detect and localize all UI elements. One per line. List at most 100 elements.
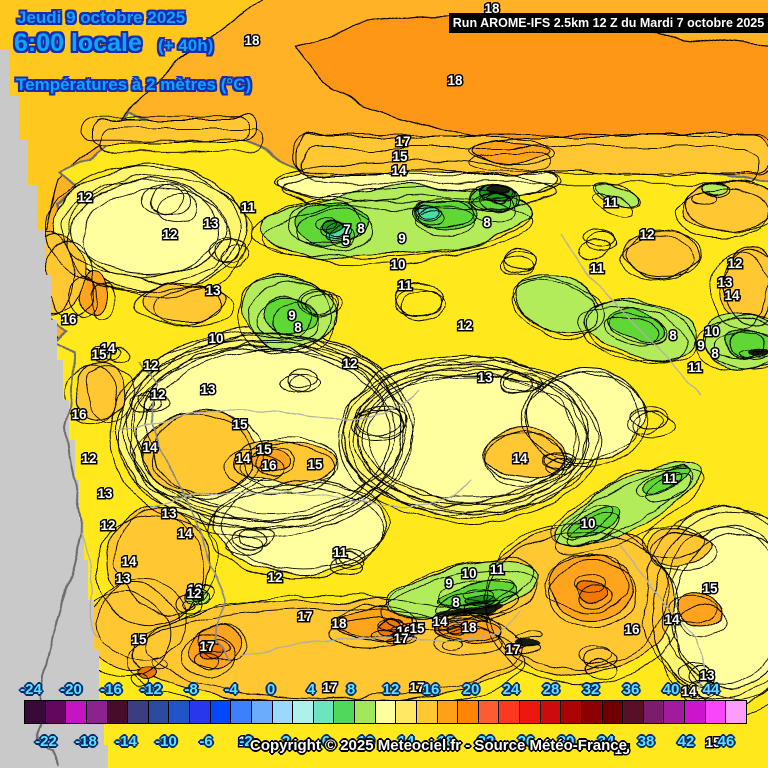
contour-label: 15 (409, 621, 425, 636)
scale-label: -22 (35, 733, 57, 750)
contour-label: 18 (244, 33, 260, 48)
contour-label: 12 (457, 318, 472, 333)
contour-label: 16 (71, 407, 87, 422)
temperature-patches (31, 117, 768, 706)
contour-label: 14 (177, 526, 193, 541)
scale-swatch (312, 700, 335, 724)
contour-label: 14 (100, 341, 116, 356)
contour-label: 14 (235, 451, 251, 466)
contour-label: 8 (711, 346, 719, 361)
scale-swatch (65, 700, 87, 724)
scale-label: 10 (357, 733, 375, 750)
contour-label: 14 (512, 451, 528, 466)
scale-label: 24 (502, 681, 520, 698)
contour-label: 8 (483, 215, 491, 230)
contour-label: 8 (357, 221, 365, 236)
variable-label: Températures à 2 mètres (°C) (16, 75, 252, 94)
contour-label: 16 (261, 458, 277, 473)
forecast-offset-label: (+ 40h) (158, 36, 214, 55)
contour-label: 15 (392, 149, 408, 164)
scale-swatch (147, 700, 170, 724)
contour-label: 8 (452, 595, 460, 610)
contour-label: 14 (142, 440, 158, 455)
contour-label: 12 (727, 256, 742, 271)
contour-label: 13 (477, 370, 493, 385)
scale-swatch (560, 700, 582, 724)
scale-swatch (642, 700, 665, 724)
contour-label: 16 (238, 734, 254, 749)
contour-label: 15 (256, 442, 272, 457)
scale-swatch (106, 700, 129, 724)
contour-label: 11 (398, 278, 413, 293)
scale-swatch (684, 700, 706, 724)
contour-label: 15 (131, 632, 147, 647)
contour-label: 11 (590, 261, 605, 276)
scale-label: 46 (717, 733, 735, 750)
scale-label: 42 (677, 733, 695, 750)
scale-swatch (168, 700, 190, 724)
scale-label: -6 (199, 733, 213, 750)
scale-swatch (601, 700, 624, 724)
contour-label: 8 (294, 320, 302, 335)
model-run-bar: Run AROME-IFS 2.5km 12 Z du Mardi 7 octo… (449, 13, 768, 33)
contour-label: 16 (61, 312, 77, 327)
scale-label: 2 (281, 733, 291, 750)
contour-label: 13 (699, 668, 715, 683)
scale-swatch (127, 700, 149, 724)
contour-label: 8 (669, 328, 677, 343)
scale-label: -16 (100, 681, 122, 698)
contour-label: 15 (702, 581, 718, 596)
scale-label: -10 (155, 733, 177, 750)
contour-label: 13 (97, 486, 113, 501)
scale-swatch (374, 700, 397, 724)
scale-label: 40 (662, 681, 680, 698)
contour-label: 9 (445, 576, 453, 591)
contour-label: 13 (717, 275, 733, 290)
scale-label: -8 (184, 681, 198, 698)
contour-label: 10 (390, 257, 405, 272)
contour-label: 13 (203, 216, 219, 231)
contour-label: 10 (208, 331, 223, 346)
contour-label: 9 (697, 338, 705, 353)
scale-label: -18 (75, 733, 97, 750)
contour-label: 12 (77, 190, 92, 205)
contour-label: 11 (688, 360, 703, 375)
contour-label: 11 (663, 471, 678, 486)
contour-label: 17 (409, 680, 424, 695)
contour-label: 14 (391, 163, 407, 178)
scale-swatch (271, 700, 294, 724)
scale-swatch (333, 700, 355, 724)
contour-label: 12 (187, 582, 202, 597)
contour-label: 12 (342, 356, 357, 371)
outside-domain-region (0, 50, 108, 768)
scale-label: 6 (321, 733, 331, 750)
contour-label: 12 (100, 518, 115, 533)
contour-texture-layer (44, 128, 768, 699)
scale-label: 32 (582, 681, 600, 698)
scale-swatch (519, 700, 541, 724)
scale-swatch (230, 700, 252, 724)
scale-swatch (539, 700, 562, 724)
contour-label: 12 (186, 586, 201, 601)
scale-label: -14 (115, 733, 137, 750)
scale-label: 18 (437, 733, 455, 750)
scale-swatch (85, 700, 108, 724)
scale-label: 34 (597, 733, 615, 750)
contour-label: 12 (150, 387, 165, 402)
contour-label: 18 (461, 620, 477, 635)
contour-label: 5 (342, 233, 350, 248)
scale-swatch (457, 700, 479, 724)
contour-label: 14 (432, 614, 448, 629)
scale-swatch (477, 700, 500, 724)
contour-label: 15 (705, 735, 721, 750)
scale-swatch (580, 700, 603, 724)
scale-label: 0 (266, 681, 276, 698)
contour-label: 13 (205, 283, 221, 298)
contour-label: 9 (288, 308, 296, 323)
contour-label: 17 (297, 609, 312, 624)
contour-label: 12 (639, 227, 654, 242)
